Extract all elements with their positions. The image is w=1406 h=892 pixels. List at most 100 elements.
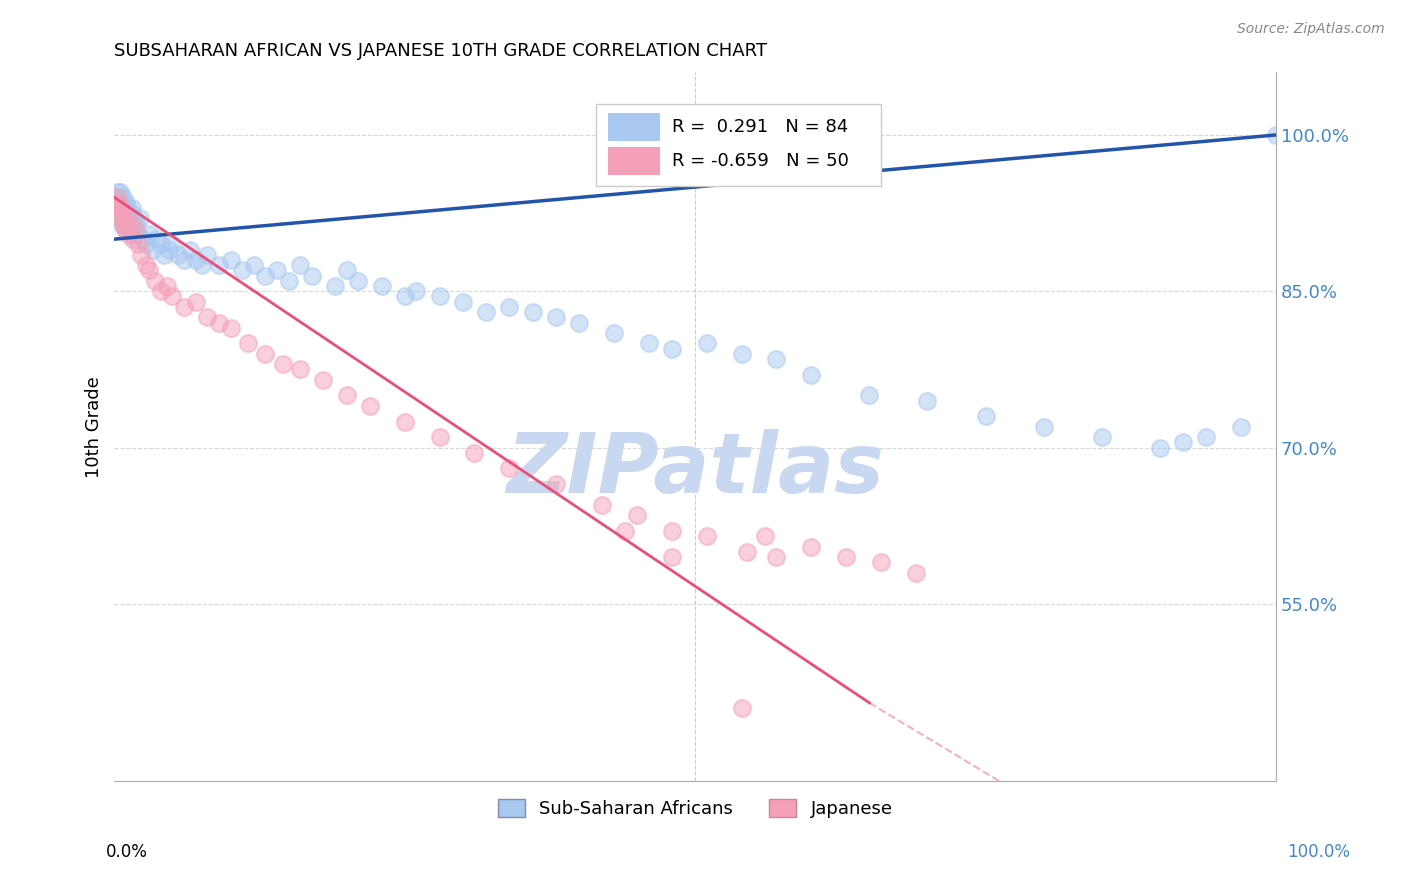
Point [1091,430,1114,444]
Point [121,201,143,215]
FancyBboxPatch shape [607,147,661,175]
Point [254,268,277,283]
Point [208,258,231,272]
Point [800,540,823,554]
Point [110,201,132,215]
Point [661,549,683,564]
Point [138,263,160,277]
Point [118,221,141,235]
Point [1230,419,1253,434]
Point [208,316,231,330]
Point [125,217,148,231]
Point [173,252,195,267]
Point [132,232,155,246]
Point [138,227,160,241]
Point [359,399,381,413]
Point [190,258,212,272]
Point [122,232,145,246]
Point [120,217,142,231]
Text: ZIPatlas: ZIPatlas [506,429,884,509]
Point [219,252,242,267]
Point [107,201,129,215]
Point [124,221,146,235]
Point [105,206,128,220]
Point [1195,430,1218,444]
Point [143,274,166,288]
Point [1265,128,1288,142]
Point [108,211,131,226]
Point [122,211,145,226]
Point [231,263,253,277]
Point [115,217,138,231]
Point [603,326,626,340]
Point [254,347,277,361]
Text: Source: ZipAtlas.com: Source: ZipAtlas.com [1237,22,1385,37]
Point [127,237,149,252]
Point [127,227,149,241]
Point [162,237,184,252]
Point [394,415,416,429]
Point [110,186,132,200]
Point [173,300,195,314]
Point [312,373,335,387]
Point [429,430,451,444]
Point [290,258,312,272]
Point [858,388,880,402]
Point [110,195,132,210]
Point [301,268,323,283]
Point [111,190,134,204]
Point [195,248,218,262]
Point [153,248,176,262]
Point [737,545,759,559]
FancyBboxPatch shape [596,104,882,186]
Point [219,320,242,334]
Point [336,388,359,402]
Point [347,274,370,288]
Point [184,252,207,267]
Point [110,211,132,226]
Point [104,190,127,204]
Point [156,279,179,293]
Point [405,285,427,299]
Point [107,206,129,220]
Point [765,351,787,366]
Point [112,206,135,220]
Point [800,368,823,382]
Point [974,409,997,424]
Point [661,342,683,356]
Point [904,566,927,580]
Text: 100.0%: 100.0% [1286,843,1350,861]
Point [498,461,520,475]
Point [568,316,591,330]
Point [111,206,134,220]
Legend: Sub-Saharan Africans, Japanese: Sub-Saharan Africans, Japanese [491,791,900,825]
Point [463,446,485,460]
Point [661,524,683,538]
Point [370,279,392,293]
Point [591,498,613,512]
Point [323,279,346,293]
Point [336,263,359,277]
Point [544,477,567,491]
Point [184,294,207,309]
Text: R =  0.291   N = 84: R = 0.291 N = 84 [672,118,848,136]
Point [696,336,718,351]
Point [637,336,659,351]
Point [243,258,266,272]
Point [117,227,139,241]
Point [129,211,152,226]
Point [614,524,637,538]
Point [271,357,294,371]
Point [104,195,127,210]
Point [167,248,190,262]
Point [179,243,201,257]
Point [135,237,157,252]
Point [112,195,135,210]
Point [120,206,142,220]
Point [108,195,131,210]
Point [115,211,138,226]
Point [195,310,218,325]
Point [107,186,129,200]
Point [114,221,136,235]
Y-axis label: 10th Grade: 10th Grade [86,376,103,477]
